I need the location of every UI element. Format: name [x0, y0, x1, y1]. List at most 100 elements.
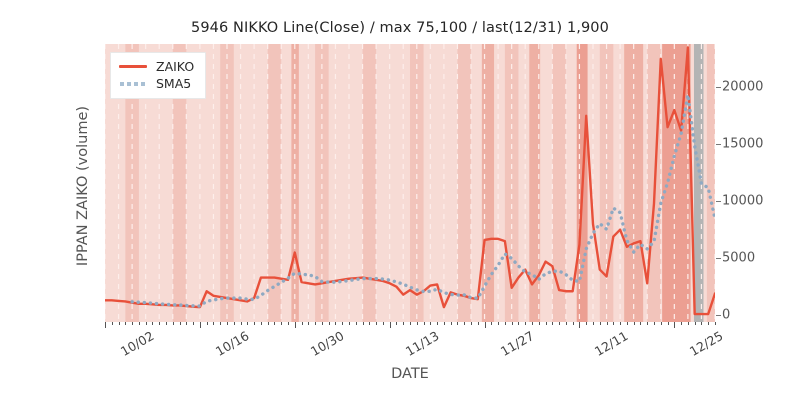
background-band	[362, 44, 377, 322]
plot-svg	[105, 44, 715, 322]
background-band	[624, 44, 644, 322]
x-tick-mark-minor	[254, 322, 256, 325]
y-tick-mark	[716, 315, 721, 317]
y-tick-mark	[716, 87, 721, 89]
x-tick-label: 10/02	[117, 328, 157, 360]
x-tick-mark-major	[294, 322, 296, 328]
x-tick-mark-minor	[355, 322, 357, 325]
background-band	[410, 44, 424, 322]
x-tick-mark-minor	[179, 322, 181, 325]
x-tick-mark-minor	[220, 322, 222, 325]
x-tick-mark-minor	[620, 322, 622, 325]
legend-swatch-zaiko	[119, 60, 147, 73]
y-tick-mark	[716, 144, 721, 146]
x-tick-mark-minor	[376, 322, 378, 325]
x-tick-mark-minor	[532, 322, 533, 325]
legend-item-sma5[interactable]: SMA5	[119, 75, 194, 92]
x-tick-label: 11/27	[497, 328, 537, 360]
background-band	[504, 44, 519, 322]
x-tick-mark-minor	[538, 322, 540, 325]
x-tick-mark-minor	[498, 322, 500, 325]
x-tick-mark-minor	[708, 322, 710, 325]
x-tick-mark-minor	[525, 322, 527, 325]
legend-item-zaiko[interactable]: ZAIKO	[119, 58, 194, 75]
x-tick-mark-minor	[362, 322, 364, 325]
x-tick-mark-minor	[301, 322, 303, 325]
legend-label-sma5: SMA5	[156, 76, 192, 91]
x-tick-mark-minor	[382, 322, 384, 325]
x-tick-label: 11/13	[402, 328, 442, 360]
x-tick-mark-minor	[430, 322, 432, 325]
background-band	[662, 44, 691, 322]
y-tick-label: 0	[722, 307, 731, 323]
x-tick-mark-minor	[559, 322, 561, 325]
background-band	[267, 44, 282, 322]
x-tick-mark-minor	[247, 322, 249, 325]
x-tick-mark-major	[579, 322, 581, 328]
x-tick-mark-minor	[213, 322, 215, 325]
x-tick-mark-minor	[660, 322, 662, 325]
x-axis-label: DATE	[391, 366, 429, 382]
x-tick-mark-minor	[260, 322, 262, 325]
x-tick-mark-minor	[410, 322, 411, 325]
chart-legend[interactable]: ZAIKO SMA5	[110, 52, 207, 99]
x-tick-mark-minor	[152, 322, 154, 325]
x-tick-mark-minor	[369, 322, 371, 325]
x-tick-mark-minor	[681, 322, 683, 325]
x-tick-label: 12/25	[687, 328, 726, 360]
x-tick-mark-minor	[613, 322, 615, 325]
x-tick-mark-minor	[715, 322, 716, 325]
x-tick-mark-minor	[423, 322, 425, 325]
x-tick-mark-minor	[457, 322, 459, 325]
x-tick-mark-minor	[471, 322, 472, 325]
background-band	[481, 44, 495, 322]
x-tick-mark-minor	[694, 322, 696, 325]
x-tick-mark-minor	[267, 322, 269, 325]
x-tick-mark-major	[389, 322, 391, 328]
x-tick-mark-minor	[335, 322, 337, 325]
x-tick-mark-minor	[233, 322, 235, 325]
x-tick-label: 12/11	[592, 328, 631, 360]
x-tick-mark-minor	[240, 322, 242, 325]
background-band	[125, 44, 139, 322]
x-tick-mark-minor	[437, 322, 439, 325]
x-tick-mark-minor	[606, 322, 608, 325]
x-tick-mark-minor	[504, 322, 506, 325]
x-tick-mark-major	[674, 322, 676, 328]
background-band	[220, 44, 234, 322]
x-tick-mark-minor	[321, 322, 323, 325]
x-tick-mark-minor	[565, 322, 567, 325]
x-tick-mark-minor	[545, 322, 547, 325]
x-tick-mark-minor	[633, 322, 635, 325]
x-tick-mark-minor	[640, 322, 642, 325]
x-tick-mark-minor	[172, 322, 174, 325]
x-tick-mark-minor	[403, 322, 405, 325]
x-tick-mark-minor	[647, 322, 649, 325]
background-band	[706, 44, 715, 322]
plot-area	[105, 44, 715, 322]
x-axis-minor-ticks	[105, 322, 716, 328]
x-tick-mark-minor	[654, 322, 655, 325]
x-tick-mark-minor	[511, 322, 513, 325]
x-tick-mark-minor	[186, 322, 188, 325]
background-band	[315, 44, 329, 322]
x-tick-mark-minor	[118, 322, 120, 325]
series-line-zaiko	[105, 46, 715, 316]
x-tick-mark-minor	[687, 322, 689, 325]
x-tick-mark-minor	[281, 322, 283, 325]
x-tick-mark-major	[105, 322, 106, 328]
x-tick-mark-minor	[518, 322, 520, 325]
gridlines	[105, 44, 715, 322]
x-tick-mark-minor	[288, 322, 289, 325]
y-tick-label: 10000	[722, 193, 764, 209]
x-tick-mark-minor	[132, 322, 134, 325]
x-tick-mark-minor	[491, 322, 493, 325]
background-band	[529, 44, 541, 322]
background-band	[552, 44, 566, 322]
x-tick-mark-minor	[111, 322, 113, 325]
x-tick-mark-minor	[166, 322, 167, 325]
x-tick-mark-major	[484, 322, 486, 328]
legend-label-zaiko: ZAIKO	[156, 59, 195, 74]
x-tick-mark-minor	[227, 322, 228, 325]
